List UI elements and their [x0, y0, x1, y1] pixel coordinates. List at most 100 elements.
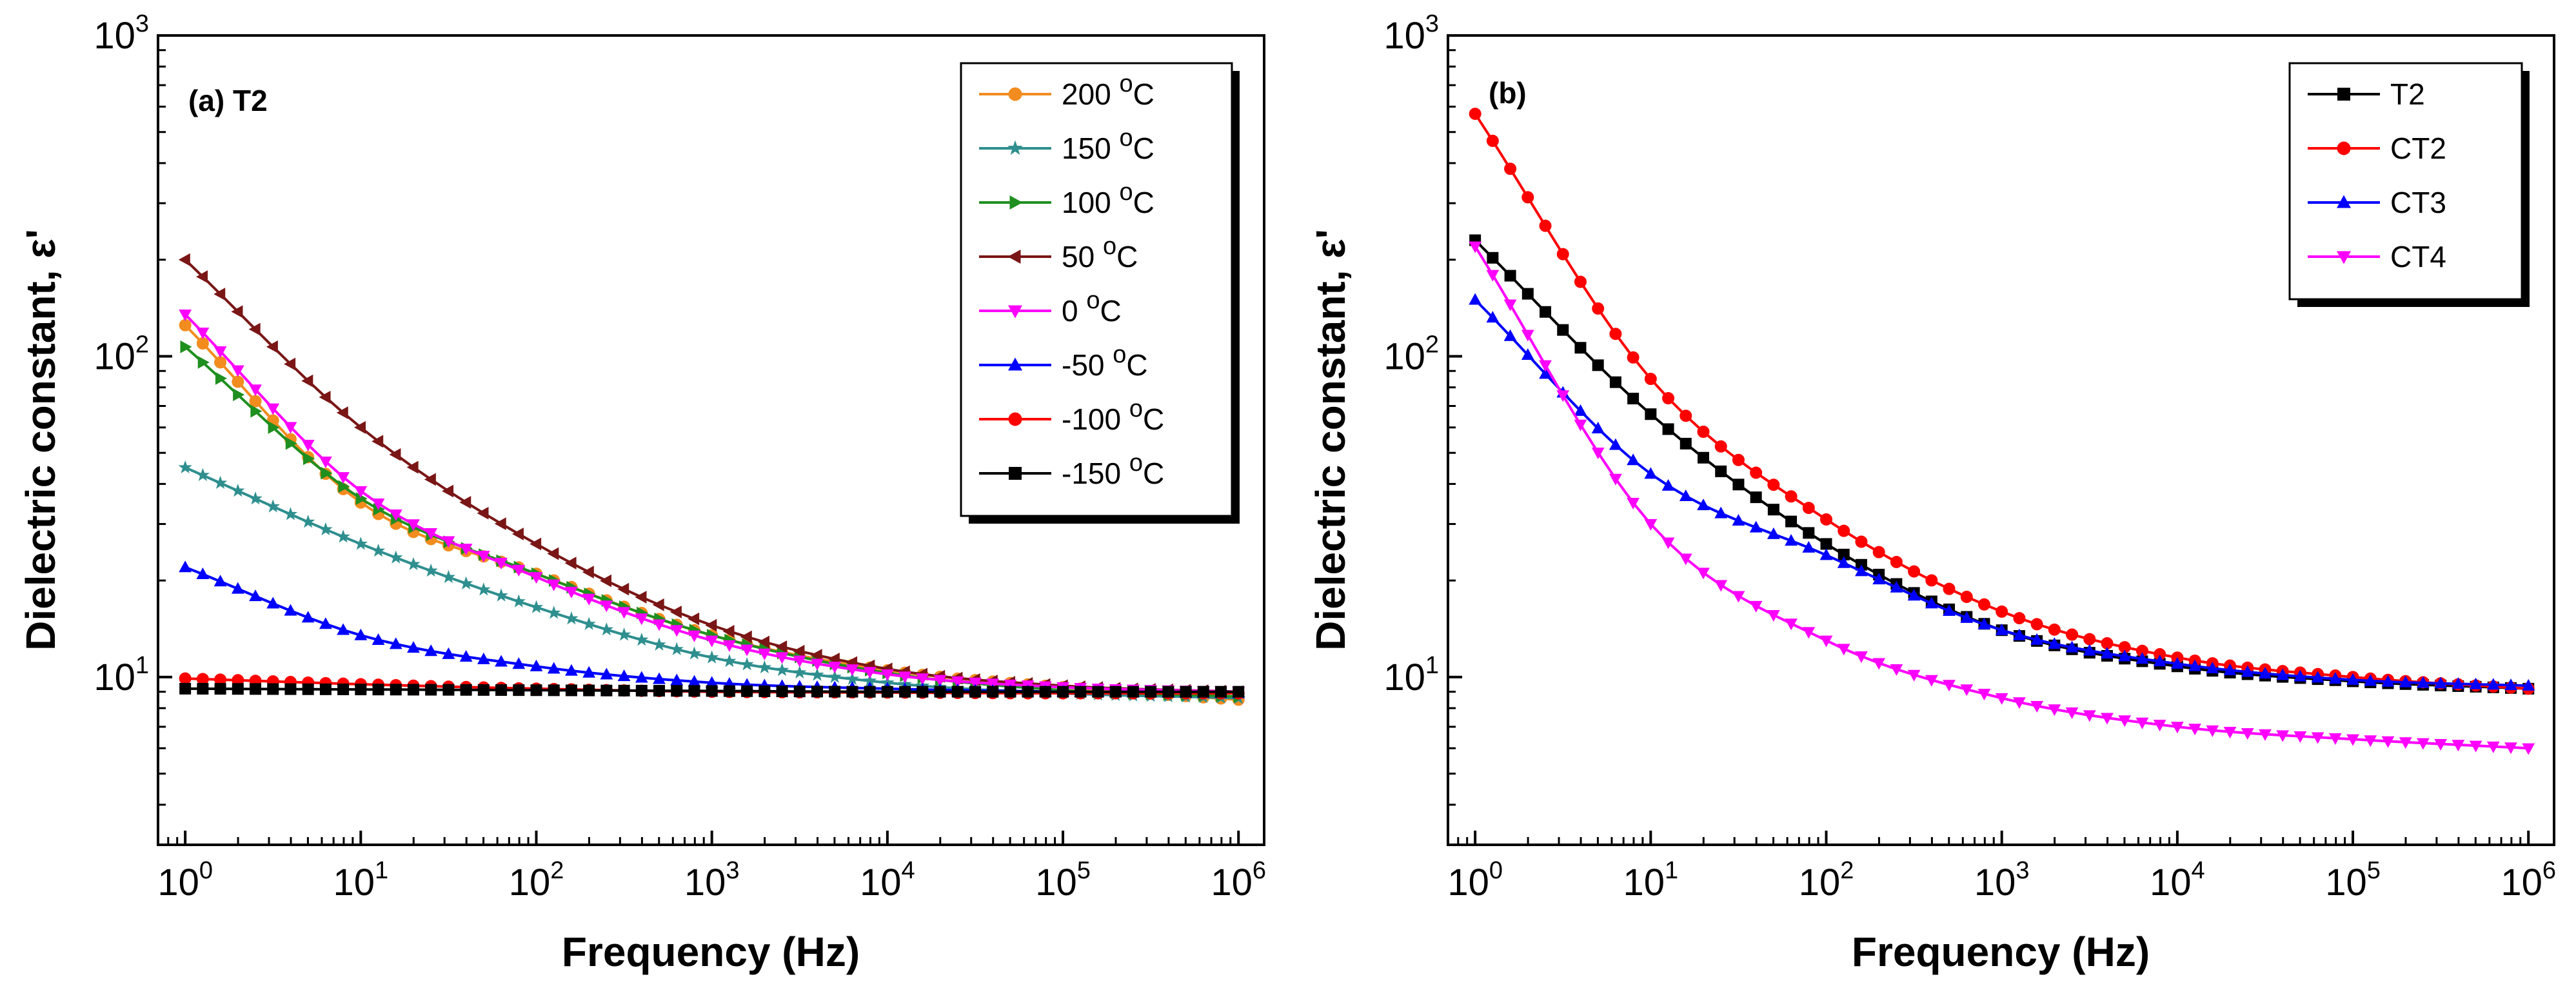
data-point — [301, 374, 313, 388]
data-point — [197, 355, 210, 369]
data-point — [1556, 390, 1570, 402]
data-point — [2452, 740, 2465, 752]
data-point — [1644, 518, 1658, 531]
data-point — [1145, 686, 1157, 698]
data-point — [390, 684, 402, 696]
data-point — [1197, 686, 1209, 698]
data-point — [371, 543, 386, 557]
data-point — [459, 650, 473, 662]
data-point — [1627, 351, 1640, 364]
data-point — [354, 486, 368, 498]
data-point — [880, 669, 894, 681]
data-point — [213, 475, 228, 489]
x-tick-label: 104 — [860, 857, 915, 903]
data-point — [2346, 734, 2359, 746]
data-point — [1977, 598, 1990, 611]
data-point — [179, 309, 192, 321]
data-point — [671, 685, 683, 697]
data-point — [336, 406, 348, 419]
data-point — [846, 686, 858, 698]
data-point — [338, 480, 350, 493]
data-point — [2118, 715, 2132, 727]
legend-label: 50 oC — [1062, 233, 1138, 273]
data-point — [213, 346, 227, 358]
data-point — [1732, 514, 1745, 526]
x-tick-label: 101 — [1623, 857, 1679, 903]
data-point — [214, 683, 226, 695]
data-point — [2223, 727, 2237, 739]
data-point — [2170, 656, 2184, 669]
data-point — [2522, 678, 2535, 691]
data-point — [2328, 672, 2342, 684]
data-point — [372, 435, 384, 448]
data-point — [951, 686, 964, 698]
data-point — [1995, 623, 2008, 635]
data-point — [1714, 506, 1728, 518]
data-point — [213, 288, 226, 301]
data-point — [793, 644, 805, 658]
data-point — [319, 457, 332, 469]
data-point — [1057, 686, 1069, 698]
data-point — [372, 684, 384, 696]
data-point — [494, 588, 508, 602]
data-point — [1785, 618, 1798, 631]
data-point — [319, 617, 332, 629]
data-point — [442, 647, 455, 659]
data-point — [1609, 473, 1622, 486]
data-point — [2048, 623, 2061, 636]
data-point — [1925, 574, 1938, 587]
x-tick-label: 106 — [1211, 857, 1266, 903]
data-point — [337, 472, 350, 484]
data-point — [2346, 673, 2359, 685]
data-point — [706, 685, 718, 697]
x-tick-label: 105 — [1035, 857, 1091, 903]
data-point — [1855, 564, 1868, 577]
data-point — [459, 576, 473, 589]
data-point — [600, 667, 613, 680]
data-point — [1609, 376, 1621, 388]
data-point — [1521, 348, 1534, 360]
data-point — [1521, 191, 1534, 204]
data-point — [319, 683, 332, 695]
data-point — [987, 686, 999, 698]
data-point — [197, 683, 209, 695]
data-point — [933, 675, 947, 687]
data-point — [951, 676, 964, 688]
data-point — [355, 684, 367, 696]
data-point — [2311, 671, 2324, 683]
data-point — [1661, 537, 1675, 549]
data-point — [266, 403, 280, 415]
data-point — [669, 606, 682, 618]
data-point — [250, 683, 262, 695]
data-point — [2241, 665, 2254, 677]
data-point — [477, 551, 490, 563]
data-point — [827, 669, 842, 684]
legend-label: 100 oC — [1062, 179, 1154, 219]
data-point — [389, 550, 403, 564]
data-point — [231, 365, 244, 377]
data-point — [758, 685, 771, 697]
data-point — [2188, 724, 2201, 736]
data-point — [582, 566, 594, 579]
data-point — [1977, 617, 1991, 629]
data-point — [863, 667, 877, 679]
data-point — [582, 593, 596, 606]
data-point — [477, 684, 490, 696]
data-point — [898, 671, 911, 684]
data-point — [2135, 652, 2149, 664]
data-point — [740, 644, 754, 656]
data-point — [196, 270, 208, 283]
panel-a: 100 101 102 103 104 105 106 101 102 103 (a) T2 Fr… — [17, 10, 1266, 975]
data-point — [1504, 163, 1517, 175]
y-tick-label: 101 — [94, 652, 149, 698]
data-point — [635, 684, 648, 696]
data-point — [301, 515, 315, 528]
legend-marker — [1007, 250, 1021, 264]
data-point — [512, 564, 526, 577]
data-point — [547, 662, 560, 674]
data-point — [775, 662, 789, 676]
data-point — [652, 598, 664, 611]
data-point — [1943, 582, 1956, 595]
panel-a-series — [178, 253, 1245, 706]
panel-b-x-axis-title: Frequency (Hz) — [1852, 929, 2150, 975]
